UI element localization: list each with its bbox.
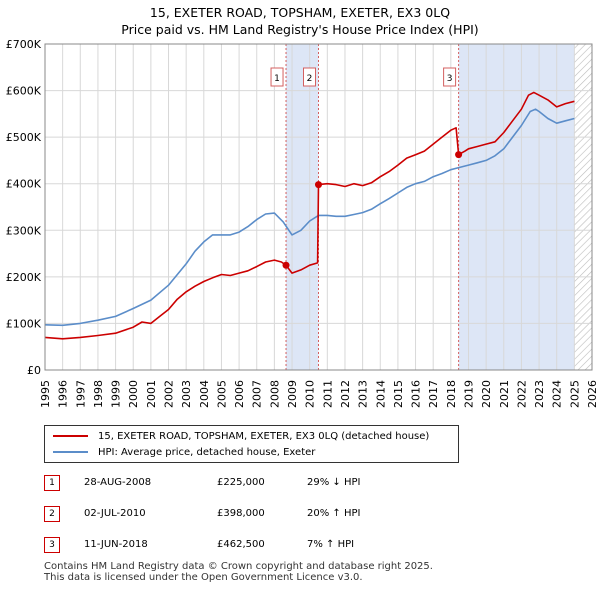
- y-tick-label: £300K: [6, 224, 42, 237]
- x-tick-label: 2026: [586, 380, 599, 408]
- sale-number-label: 1: [274, 74, 280, 84]
- x-tick-label: 2001: [145, 380, 158, 408]
- x-tick-label: 2025: [568, 380, 581, 408]
- x-tick-label: 2020: [480, 380, 493, 408]
- x-tick-label: 2009: [286, 380, 299, 408]
- y-tick-label: £600K: [6, 85, 42, 98]
- transaction-hpi-change: 29% ↓ HPI: [307, 477, 361, 488]
- sale-number-label: 2: [307, 74, 313, 84]
- plot-border: [44, 43, 593, 371]
- transaction-date: 28-AUG-2008: [84, 477, 152, 488]
- sale-point: [455, 151, 463, 159]
- sale-number-label: 3: [447, 74, 453, 84]
- x-tick-label: 2007: [251, 380, 264, 408]
- hpi-line: [44, 108, 575, 327]
- x-tick-label: 2010: [304, 380, 317, 408]
- x-tick-label: 1995: [39, 380, 52, 408]
- transaction-number-badge: 2: [44, 506, 60, 522]
- sale-number-box: [443, 67, 457, 87]
- x-tick-label: 2017: [427, 380, 440, 408]
- x-tick-label: 2022: [515, 380, 528, 408]
- y-tick-label: £200K: [6, 271, 42, 284]
- x-tick-label: 2023: [533, 380, 546, 408]
- sale-point: [315, 181, 322, 189]
- transaction-hpi-change: 20% ↑ HPI: [307, 508, 361, 519]
- x-tick-label: 2016: [410, 380, 423, 408]
- x-tick-label: 2002: [163, 380, 176, 408]
- price-chart: 1 2 3 £0 £100K £200K £300K £400K £500K £600K £700K…: [6, 38, 599, 408]
- y-tick-label: £500K: [6, 131, 42, 144]
- y-tick-label: £400K: [6, 178, 42, 191]
- legend-item-property: 15, EXETER ROAD, TOPSHAM, EXETER, EX3 0L…: [53, 429, 429, 443]
- x-tick-label: 2000: [127, 380, 140, 408]
- transaction-number-badge: 3: [44, 537, 60, 553]
- transaction-price: £225,000: [217, 477, 265, 488]
- y-tick-label: £100K: [6, 317, 42, 330]
- x-tick-label: 2015: [392, 380, 405, 408]
- x-tick-label: 2003: [180, 380, 193, 408]
- x-tick-label: 1999: [110, 380, 123, 408]
- x-tick-label: 2021: [498, 380, 511, 408]
- chart-subtitle: Price paid vs. HM Land Registry's House …: [121, 22, 479, 37]
- forecast-hatch: [574, 44, 592, 370]
- footer-copyright: Contains HM Land Registry data © Crown c…: [44, 561, 433, 572]
- y-tick-label: £0: [27, 364, 41, 377]
- x-tick-label: 2014: [374, 380, 387, 408]
- x-tick-label: 2004: [198, 380, 211, 408]
- x-tick-label: 2008: [268, 380, 281, 408]
- property-price-line: [44, 91, 575, 340]
- x-tick-label: 2019: [462, 380, 475, 408]
- transaction-price: £398,000: [217, 508, 265, 519]
- x-tick-label: 2013: [357, 380, 370, 408]
- x-tick-label: 2006: [233, 380, 246, 408]
- x-tick-label: 1998: [92, 380, 105, 408]
- legend-label-property: 15, EXETER ROAD, TOPSHAM, EXETER, EX3 0L…: [98, 430, 430, 442]
- x-tick-label: 2024: [551, 380, 564, 408]
- chart-title: 15, EXETER ROAD, TOPSHAM, EXETER, EX3 0L…: [149, 5, 451, 20]
- legend-item-hpi: HPI: Average price, detached house, Exet…: [53, 445, 315, 459]
- ownership-shade: [458, 44, 575, 370]
- transaction-hpi-change: 7% ↑ HPI: [307, 539, 355, 550]
- sale-number-box: [270, 67, 284, 87]
- x-tick-label: 1997: [74, 380, 87, 408]
- x-tick-label: 2018: [445, 380, 458, 408]
- footer-licence: This data is licensed under the Open Gov…: [44, 572, 363, 583]
- transaction-number-badge: 1: [44, 475, 60, 491]
- ownership-shade: [286, 44, 319, 370]
- chart-legend: 15, EXETER ROAD, TOPSHAM, EXETER, EX3 0L…: [44, 425, 459, 463]
- transaction-date: 02-JUL-2010: [84, 508, 146, 519]
- sale-point: [282, 261, 290, 269]
- transaction-date: 11-JUN-2018: [84, 539, 148, 550]
- x-tick-label: 2012: [339, 380, 352, 408]
- transaction-price: £462,500: [217, 539, 265, 550]
- sale-number-box: [303, 67, 316, 87]
- legend-swatch-hpi: [53, 451, 88, 453]
- x-tick-label: 2011: [321, 380, 334, 408]
- legend-swatch-property: [53, 435, 88, 437]
- y-tick-label: £700K: [6, 38, 42, 51]
- x-tick-label: 1996: [57, 380, 70, 408]
- x-tick-label: 2005: [215, 380, 228, 408]
- legend-label-hpi: HPI: Average price, detached house, Exet…: [98, 446, 316, 458]
